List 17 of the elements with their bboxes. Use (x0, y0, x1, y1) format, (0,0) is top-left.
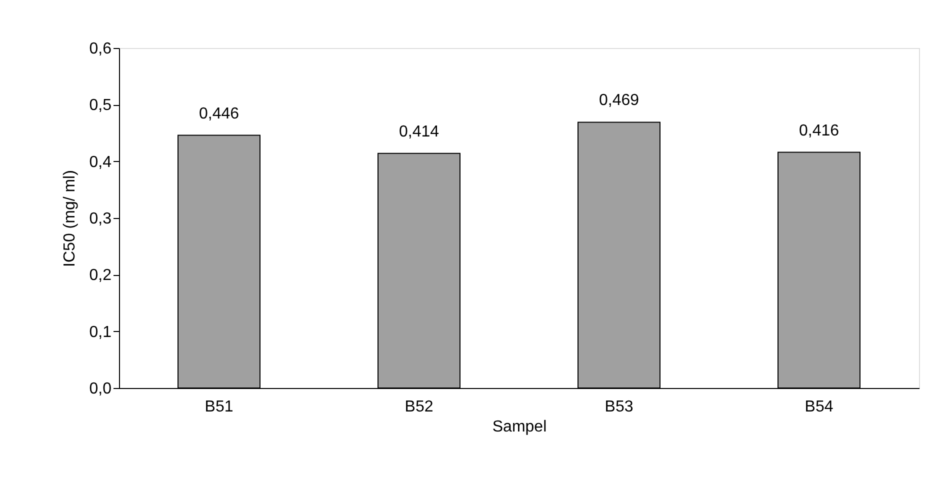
y-tick-label: 0,5 (89, 97, 112, 114)
x-tick-label: B52 (404, 398, 434, 416)
y-tick-label: 0,0 (89, 380, 112, 398)
y-tick-label: 0,4 (89, 154, 112, 171)
y-tick-label: 0,3 (89, 210, 112, 228)
x-tick-label: B54 (804, 398, 834, 416)
data-label: 0,414 (398, 123, 440, 140)
data-label: 0,469 (598, 92, 640, 110)
y-axis-title: IC50 (mg/ ml) (61, 170, 78, 267)
y-tick-label: 0,2 (89, 267, 112, 284)
x-tick-label: B53 (604, 398, 634, 416)
data-label: 0,446 (198, 105, 240, 122)
data-label: 0,416 (798, 122, 840, 140)
y-tick-label: 0,1 (89, 324, 112, 341)
y-tick-label: 0,6 (89, 40, 112, 58)
x-axis-title: Sampel (492, 418, 547, 436)
x-tick-label: B51 (204, 398, 234, 416)
